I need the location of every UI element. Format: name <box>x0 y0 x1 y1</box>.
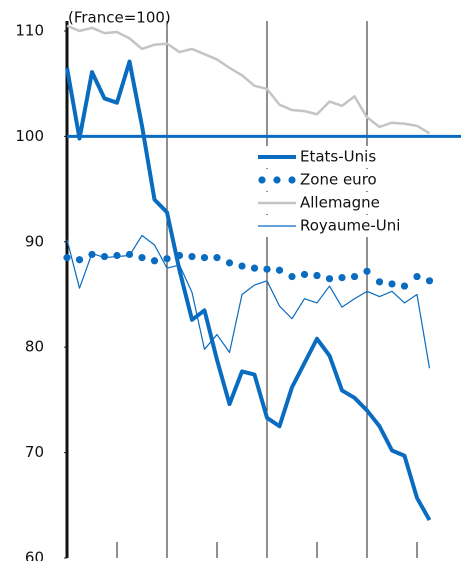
legend-label: Allemagne <box>300 194 380 212</box>
legend-label: Etats-Unis <box>300 148 376 166</box>
data-dot <box>100 252 109 261</box>
series-line <box>66 234 431 369</box>
legend-label: Royaume-Uni <box>300 217 400 235</box>
data-dot <box>238 262 246 270</box>
data-dot <box>88 250 96 259</box>
y-tick-label: 70 <box>25 443 44 461</box>
legend-bg <box>254 192 424 214</box>
data-dot <box>63 254 71 262</box>
data-dot <box>313 271 321 280</box>
y-tick-label: 80 <box>25 338 44 356</box>
data-dot <box>188 252 196 261</box>
y-tick-label: 100 <box>15 127 44 145</box>
data-dot <box>150 257 159 265</box>
data-dot <box>363 267 371 275</box>
legend-swatch <box>273 176 281 184</box>
data-dot <box>213 254 221 262</box>
y-tick-label: 60 <box>25 549 44 561</box>
data-dot <box>138 254 146 262</box>
chart-title: (France=100) <box>68 9 171 27</box>
data-dot <box>163 255 171 263</box>
data-dot <box>113 251 121 260</box>
legend-bg <box>254 215 424 237</box>
legend-bg <box>254 169 424 191</box>
data-dot <box>388 280 396 288</box>
data-dot <box>200 254 209 262</box>
data-dot <box>300 270 309 279</box>
data-dot <box>338 274 346 282</box>
series-line <box>65 59 432 522</box>
data-dot <box>288 272 296 281</box>
data-dot <box>275 266 284 274</box>
data-dot <box>413 272 421 281</box>
data-dot <box>325 275 334 283</box>
data-dot <box>125 250 134 259</box>
series-line <box>66 24 431 135</box>
data-dot <box>375 278 384 286</box>
data-dot <box>263 265 271 273</box>
data-dot <box>225 259 234 267</box>
data-dot <box>75 256 84 264</box>
data-dot <box>400 282 409 290</box>
data-dot <box>425 277 434 285</box>
legend-label: Zone euro <box>300 171 377 189</box>
data-dot <box>350 272 359 281</box>
legend-swatch <box>288 176 296 184</box>
legend-swatch <box>258 176 266 184</box>
y-tick-label: 90 <box>25 232 44 250</box>
y-tick-label: 110 <box>15 22 44 40</box>
data-dot <box>250 264 259 272</box>
legend-bg <box>254 146 424 168</box>
